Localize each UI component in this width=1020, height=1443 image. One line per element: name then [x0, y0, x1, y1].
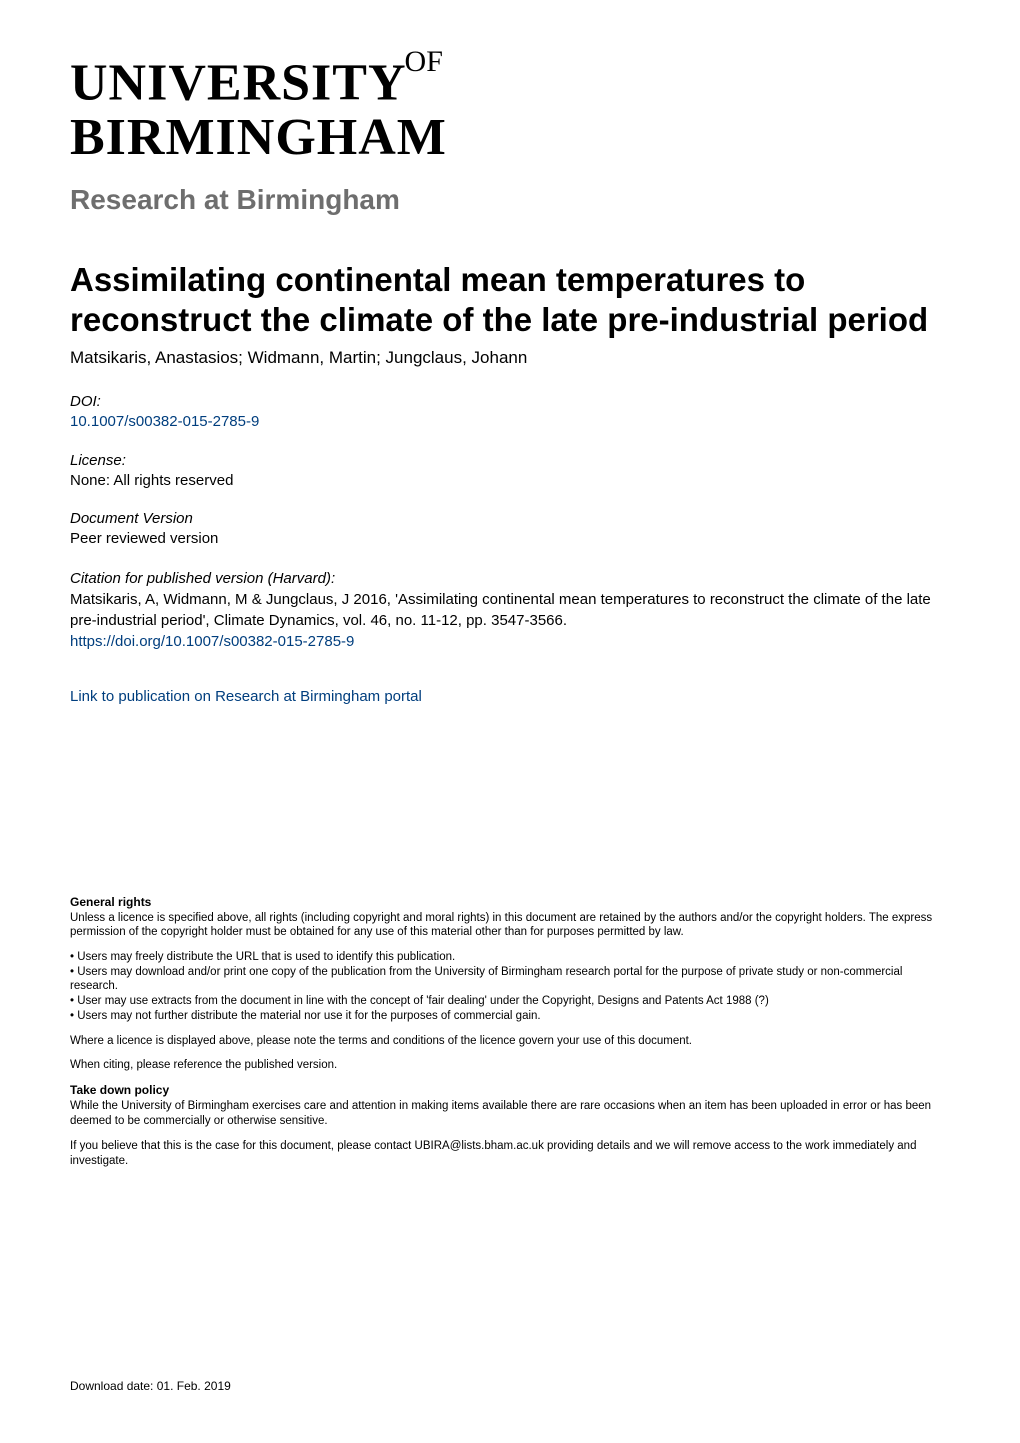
takedown-body-1: While the University of Birmingham exerc… [70, 1099, 950, 1128]
citing-note: When citing, please reference the publis… [70, 1058, 950, 1073]
sub-brand: Research at Birmingham [70, 184, 950, 216]
document-version-value: Peer reviewed version [70, 530, 218, 547]
license-value: None: All rights reserved [70, 472, 233, 489]
document-version-block: Document Version Peer reviewed version [70, 509, 950, 550]
citation-text: Matsikaris, A, Widmann, M & Jungclaus, J… [70, 591, 931, 629]
portal-link[interactable]: Link to publication on Research at Birmi… [70, 688, 422, 705]
publication-title: Assimilating continental mean temperatur… [70, 260, 950, 341]
rights-bullet-3: • User may use extracts from the documen… [70, 994, 950, 1009]
page: UNIVERSITYOF BIRMINGHAM Research at Birm… [0, 0, 1020, 1443]
license-label: License: [70, 452, 126, 469]
logo-university: UNIVERSITY [70, 54, 407, 111]
institution-logo: UNIVERSITYOF BIRMINGHAM [70, 56, 950, 166]
logo-line-1: UNIVERSITYOF [70, 56, 950, 111]
portal-link-block: Link to publication on Research at Birmi… [70, 688, 950, 705]
general-rights-body: Unless a licence is specified above, all… [70, 911, 950, 940]
rights-bullet-1: • Users may freely distribute the URL th… [70, 950, 950, 965]
logo-of: OF [405, 45, 443, 78]
rights-bullet-2: • Users may download and/or print one co… [70, 965, 950, 994]
doi-block: DOI: 10.1007/s00382-015-2785-9 [70, 392, 950, 433]
logo-line-2: BIRMINGHAM [70, 111, 950, 166]
document-version-label: Document Version [70, 510, 193, 527]
takedown-body-2: If you believe that this is the case for… [70, 1139, 950, 1168]
general-rights-heading: General rights [70, 895, 950, 909]
licence-note: Where a licence is displayed above, plea… [70, 1034, 950, 1049]
doi-link[interactable]: 10.1007/s00382-015-2785-9 [70, 413, 259, 430]
citation-doi-link[interactable]: https://doi.org/10.1007/s00382-015-2785-… [70, 633, 354, 650]
takedown-heading: Take down policy [70, 1083, 950, 1097]
doi-label: DOI: [70, 393, 101, 410]
authors: Matsikaris, Anastasios; Widmann, Martin;… [70, 348, 950, 368]
rights-bullets: • Users may freely distribute the URL th… [70, 950, 950, 1024]
citation-label: Citation for published version (Harvard)… [70, 570, 335, 587]
citation-block: Citation for published version (Harvard)… [70, 568, 950, 652]
download-date: Download date: 01. Feb. 2019 [70, 1379, 231, 1393]
rights-bullet-4: • Users may not further distribute the m… [70, 1009, 950, 1024]
download-date-label: Download date: [70, 1379, 157, 1393]
download-date-value: 01. Feb. 2019 [157, 1379, 231, 1393]
license-block: License: None: All rights reserved [70, 451, 950, 492]
